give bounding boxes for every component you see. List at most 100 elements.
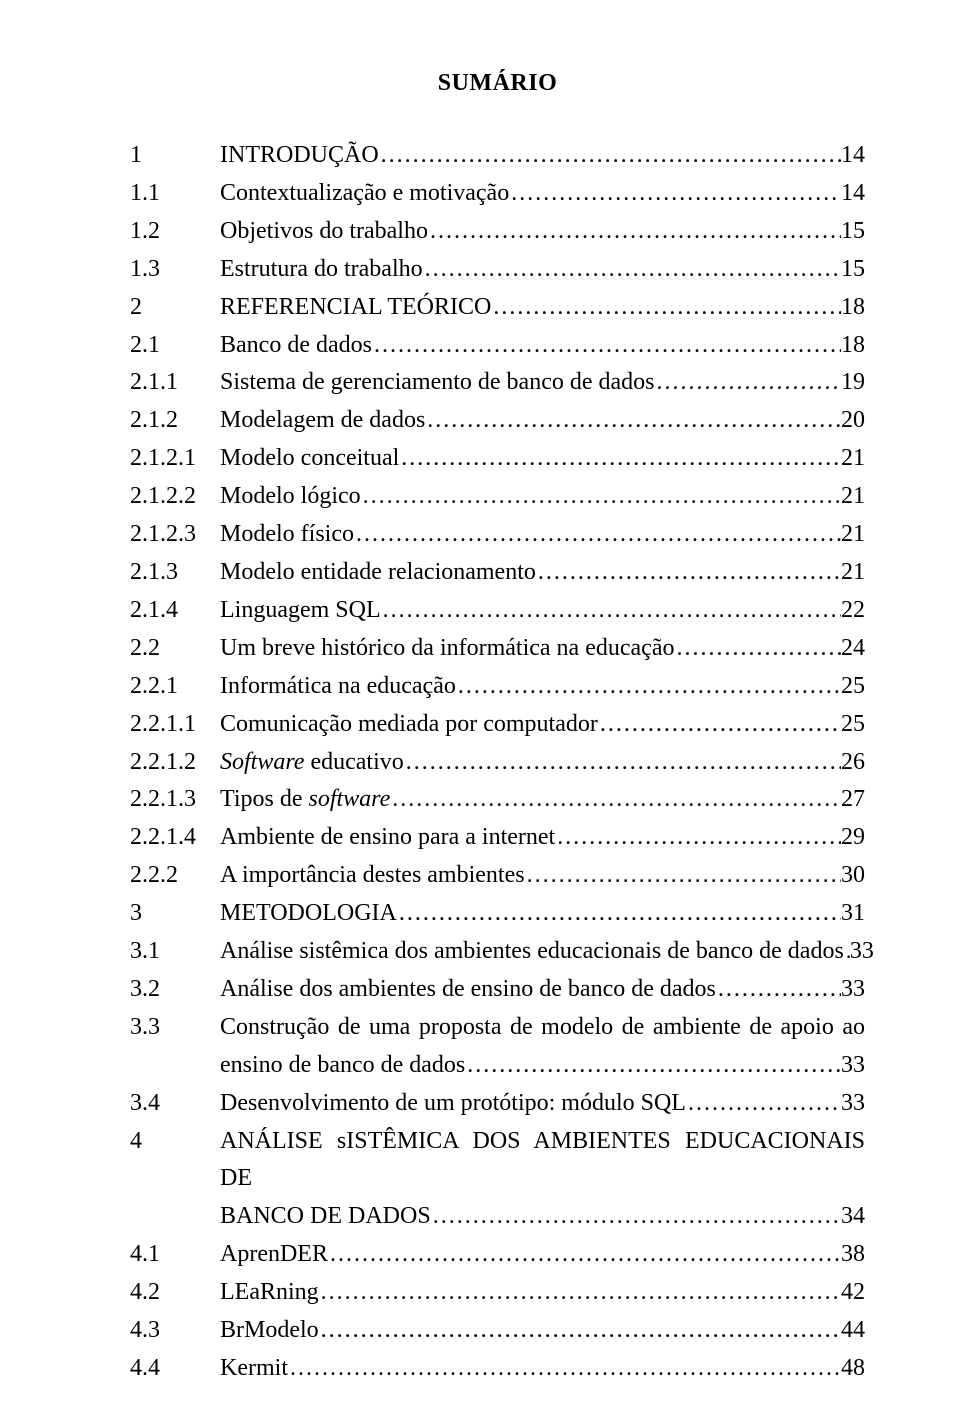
leader-dots <box>328 1236 841 1274</box>
toc-entry-text-span: Análise sistêmica dos ambientes educacio… <box>220 933 844 971</box>
toc-entry-page: 33 <box>841 1047 865 1085</box>
toc-entry-line: Construção de uma proposta de modelo de … <box>220 1009 865 1047</box>
leader-dots <box>372 327 841 365</box>
toc-row: 2.2.1.4Ambiente de ensino para a interne… <box>130 819 865 857</box>
leader-dots <box>379 137 841 175</box>
toc-entry-number: 2.2.1.2 <box>130 744 220 782</box>
toc-entry-text: AprenDER38 <box>220 1236 865 1274</box>
toc-entry-text: Modelagem de dados20 <box>220 402 865 440</box>
toc-entry-page: 21 <box>841 440 865 478</box>
toc-entry-text-span: AprenDER <box>220 1236 328 1274</box>
leader-dots <box>456 668 841 706</box>
leader-dots <box>509 175 841 213</box>
toc-entry-text: Desenvolvimento de um protótipo: módulo … <box>220 1085 865 1123</box>
leader-dots <box>390 781 841 819</box>
toc-entry-text: Modelo físico21 <box>220 516 865 554</box>
toc-row: 2.2Um breve histórico da informática na … <box>130 630 865 668</box>
toc-entry-page: 44 <box>841 1312 865 1350</box>
toc-entry-number: 2.2.1.3 <box>130 781 220 819</box>
toc-row: 2.1.3Modelo entidade relacionamento21 <box>130 554 865 592</box>
toc-entry-number: 2.1.2.2 <box>130 478 220 516</box>
leader-dots <box>428 213 841 251</box>
toc-row: 1.1Contextualização e motivação14 <box>130 175 865 213</box>
leader-dots <box>319 1274 841 1312</box>
toc-entry-number: 2.1.2.1 <box>130 440 220 478</box>
toc-entry-page: 24 <box>841 630 865 668</box>
toc-entry-text-span: Modelo conceitual <box>220 440 399 478</box>
toc-row: 3METODOLOGIA31 <box>130 895 865 933</box>
toc-row: 2.1.2.2Modelo lógico21 <box>130 478 865 516</box>
toc-entry-line: BANCO DE DADOS 34 <box>220 1198 865 1236</box>
toc-entry-text: Kermit 48 <box>220 1350 865 1388</box>
toc-entry-page: 25 <box>841 706 865 744</box>
toc-entry-number: 3.4 <box>130 1085 220 1123</box>
toc-entry-page: 34 <box>841 1198 865 1236</box>
toc-entry-text-span: Software educativo <box>220 744 404 782</box>
leader-dots <box>686 1085 841 1123</box>
toc-entry-text: Análise dos ambientes de ensino de banco… <box>220 971 865 1009</box>
toc-entry-text-span: Linguagem SQL <box>220 592 381 630</box>
toc-row: 3.1Análise sistêmica dos ambientes educa… <box>130 933 865 971</box>
leader-dots <box>397 895 841 933</box>
toc-entry-page: 14 <box>841 137 865 175</box>
toc-entry-page: 48 <box>841 1350 865 1388</box>
toc-entry-text-span: Modelo entidade relacionamento <box>220 554 536 592</box>
toc-entry-number: 2.2.1 <box>130 668 220 706</box>
toc-entry-text: Linguagem SQL22 <box>220 592 865 630</box>
toc-entry-page: 21 <box>841 478 865 516</box>
toc-entry-text-span: Sistema de gerenciamento de banco de dad… <box>220 364 655 402</box>
toc-entry-text-span: LEaRning <box>220 1274 319 1312</box>
leader-dots <box>288 1350 841 1388</box>
toc-entry-page: 33 <box>841 971 865 1009</box>
toc-row: 2.2.1Informática na educação 25 <box>130 668 865 706</box>
toc-entry-number: 4.2 <box>130 1274 220 1312</box>
toc-entry-text: Estrutura do trabalho15 <box>220 251 865 289</box>
toc-row: 2.2.2A importância destes ambientes30 <box>130 857 865 895</box>
toc-entry-text: Modelo entidade relacionamento 21 <box>220 554 865 592</box>
toc-entry-number: 3.1 <box>130 933 220 971</box>
toc-entry-text-span: A importância destes ambientes <box>220 857 525 895</box>
toc-row: 3.2Análise dos ambientes de ensino de ba… <box>130 971 865 1009</box>
toc-entry-text: Modelo lógico21 <box>220 478 865 516</box>
toc-entry-number: 2.2 <box>130 630 220 668</box>
toc-entry-number: 4.4 <box>130 1350 220 1388</box>
toc-entry-text-span: Comunicação mediada por computador <box>220 706 598 744</box>
toc-entry-page: 25 <box>841 668 865 706</box>
toc-entry-text: INTRODUÇÃO14 <box>220 137 865 175</box>
toc-entry-text-span: Um breve histórico da informática na edu… <box>220 630 674 668</box>
leader-dots <box>555 819 841 857</box>
toc-entry-text: Um breve histórico da informática na edu… <box>220 630 865 668</box>
toc-entry-text-span: Objetivos do trabalho <box>220 213 428 251</box>
toc-entry-text-span: Kermit <box>220 1350 288 1388</box>
toc-entry-text-span: Informática na educação <box>220 668 456 706</box>
leader-dots <box>354 516 841 554</box>
toc-entry-number: 3.2 <box>130 971 220 1009</box>
toc-entry-number: 3.3 <box>130 1009 220 1047</box>
toc-entry-text: Objetivos do trabalho 15 <box>220 213 865 251</box>
toc-entry-text-span: Contextualização e motivação <box>220 175 509 213</box>
toc-row: 2.1Banco de dados18 <box>130 327 865 365</box>
toc-entry-text-span: Banco de dados <box>220 327 372 365</box>
toc-entry-page: 29 <box>841 819 865 857</box>
toc-entry-page: 21 <box>841 554 865 592</box>
toc-entry-text: Modelo conceitual 21 <box>220 440 865 478</box>
toc-entry-text: ANÁLISE sISTÊMICA DOS AMBIENTES EDUCACIO… <box>220 1123 865 1237</box>
toc-row: 4ANÁLISE sISTÊMICA DOS AMBIENTES EDUCACI… <box>130 1123 865 1237</box>
toc-entry-page: 27 <box>841 781 865 819</box>
leader-dots <box>319 1312 841 1350</box>
toc-row: 3.4Desenvolvimento de um protótipo: módu… <box>130 1085 865 1123</box>
leader-dots <box>655 364 841 402</box>
toc-entry-page: 30 <box>841 857 865 895</box>
leader-dots <box>525 857 841 895</box>
toc-entry-line: ANÁLISE sISTÊMICA DOS AMBIENTES EDUCACIO… <box>220 1123 865 1199</box>
toc-row: 2.1.2.3Modelo físico21 <box>130 516 865 554</box>
leader-dots <box>491 289 841 327</box>
toc-entry-number: 1 <box>130 137 220 175</box>
toc-row: 2REFERENCIAL TEÓRICO18 <box>130 289 865 327</box>
toc-entry-page: 15 <box>841 213 865 251</box>
toc-row: 1INTRODUÇÃO14 <box>130 137 865 175</box>
toc-entry-number: 2.1 <box>130 327 220 365</box>
toc-entry-number: 4.1 <box>130 1236 220 1274</box>
toc-entry-text-span: BANCO DE DADOS <box>220 1198 431 1236</box>
toc-entry-number: 2.1.2 <box>130 402 220 440</box>
